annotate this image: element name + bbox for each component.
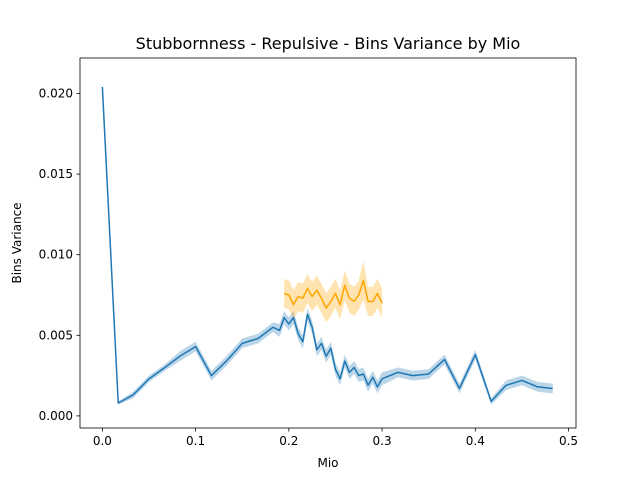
x-tick-label: 0.2: [279, 434, 298, 448]
y-tick-label: 0.000: [39, 409, 73, 423]
series-line-2: [283, 279, 383, 309]
confidence-bands: [102, 83, 553, 405]
y-tick-label: 0.010: [39, 248, 73, 262]
series-line-1: [101, 86, 553, 404]
y-axis-label: Bins Variance: [10, 202, 24, 283]
x-tick-label: 0.5: [559, 434, 578, 448]
y-tick-label: 0.015: [39, 167, 73, 181]
y-tick-label: 0.005: [39, 328, 73, 342]
x-tick-label: 0.4: [466, 434, 485, 448]
series-lines: [101, 86, 553, 404]
x-tick-label: 0.1: [186, 434, 205, 448]
y-axis: 0.000 0.005 0.010 0.015 0.020: [39, 86, 80, 423]
y-tick-label: 0.020: [39, 86, 73, 100]
x-tick-label: 0.3: [373, 434, 392, 448]
chart-title: Stubbornness - Repulsive - Bins Variance…: [136, 34, 521, 53]
plot-area-frame: [79, 57, 577, 429]
x-axis-label: Mio: [317, 456, 338, 470]
x-axis: 0.0 0.1 0.2 0.3 0.4 0.5: [93, 428, 578, 448]
confidence-band-2: [284, 261, 383, 323]
x-tick-label: 0.0: [93, 434, 112, 448]
